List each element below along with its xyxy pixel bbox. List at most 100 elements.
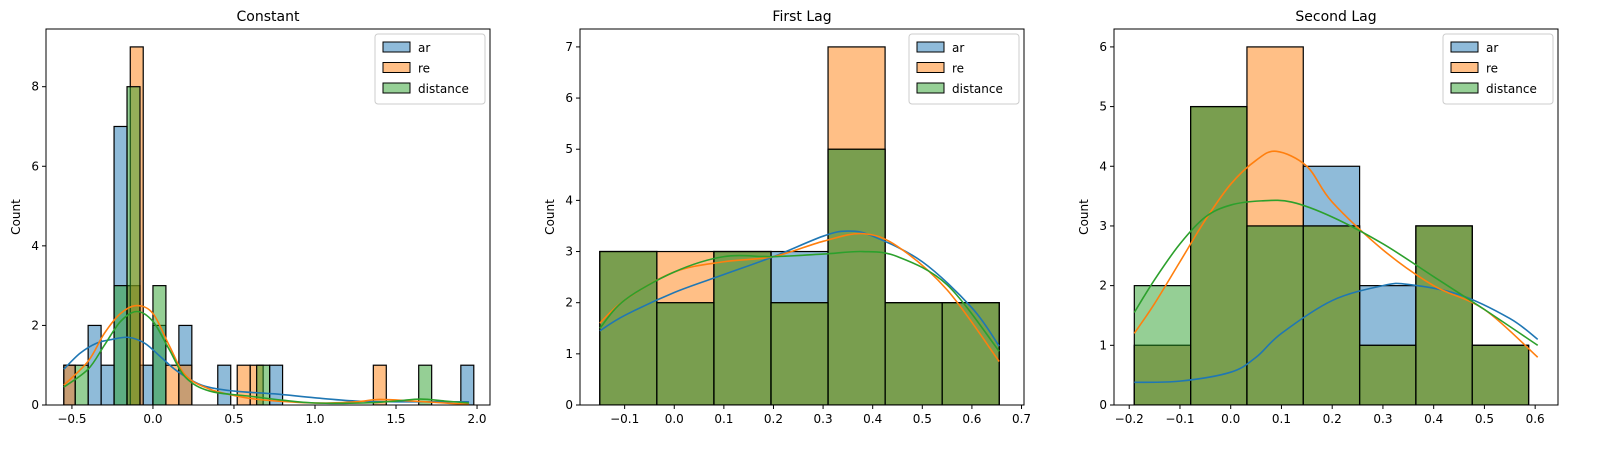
x-tick-label: 0.5	[224, 412, 243, 426]
x-tick-label: 0.7	[1012, 412, 1031, 426]
plot-area	[599, 46, 1000, 405]
kde-line-ar	[599, 230, 1000, 347]
bar-distance-4	[256, 364, 271, 405]
bar-ar-10	[460, 364, 475, 405]
x-tick-label: 1.0	[305, 412, 324, 426]
kde-line-distance	[599, 250, 1000, 352]
bar-distance-0	[599, 250, 658, 405]
legend-swatch-distance	[382, 82, 411, 94]
bar-distance-1	[113, 285, 128, 405]
x-tick-label: 0.4	[863, 412, 882, 426]
legend-swatch-re	[382, 62, 411, 73]
legend-swatch-distance	[916, 82, 945, 94]
bar-distance-1	[656, 302, 715, 405]
chart-title: Second Lag	[1295, 9, 1376, 25]
y-tick-label: 5	[565, 142, 573, 156]
y-tick-label: 3	[565, 245, 573, 259]
chart-title: Constant	[237, 9, 300, 25]
axes-frame	[1113, 28, 1559, 406]
x-tick-label: 0.2	[764, 412, 783, 426]
y-axis-label: Count	[1077, 199, 1091, 235]
subplot-1: −0.5 0.0 0.5 1.0 1.5 2.0 0 2 4 6 8 Constant Count ar r…	[9, 9, 491, 426]
y-axis-label: Count	[9, 199, 23, 235]
y-tick-label: 4	[31, 239, 39, 253]
legend-swatch-distance	[1450, 82, 1479, 94]
plot-area	[63, 46, 475, 405]
x-tick-label: −0.5	[57, 412, 86, 426]
x-tick-label: 0.3	[814, 412, 833, 426]
axes-frame	[579, 28, 1025, 406]
legend-swatch-ar	[916, 41, 945, 53]
legend: ar re distance	[374, 33, 486, 105]
kde-line-re	[63, 304, 469, 405]
y-tick-label: 4	[565, 193, 573, 207]
y-tick-label: 6	[1099, 40, 1107, 54]
y-tick-label: 8	[31, 80, 39, 94]
legend-label-distance: distance	[418, 82, 469, 96]
x-tick-label: −0.1	[1165, 412, 1194, 426]
bar-distance-5	[418, 364, 433, 405]
legend-label-distance: distance	[952, 82, 1003, 96]
bar-ar-2	[100, 364, 115, 405]
legend-label-distance: distance	[1486, 82, 1537, 96]
x-tick-label: 0.5	[1475, 412, 1494, 426]
y-axis-label: Count	[543, 199, 557, 235]
x-tick-label: 2.0	[467, 412, 486, 426]
bar-ar-8	[217, 364, 232, 405]
bar-distance-3	[152, 285, 167, 405]
x-tick-label: 0.0	[1221, 412, 1240, 426]
bar-re-7	[372, 364, 387, 405]
y-tick-label: 7	[565, 40, 573, 54]
y-tick-label: 5	[1099, 100, 1107, 114]
x-tick-label: 0.5	[913, 412, 932, 426]
bar-ar-1	[87, 324, 102, 405]
x-tick-label: 0.1	[1272, 412, 1291, 426]
bar-distance-3	[770, 302, 829, 405]
plot-area	[1133, 46, 1539, 405]
y-tick-label: 2	[1099, 279, 1107, 293]
legend-swatch-re	[916, 62, 945, 73]
x-tick-label: 1.5	[386, 412, 405, 426]
x-tick-label: 0.6	[1526, 412, 1545, 426]
bar-distance-4	[827, 148, 886, 405]
x-tick-label: 0.1	[714, 412, 733, 426]
y-tick-label: 0	[565, 398, 573, 412]
bar-distance-2	[126, 86, 141, 405]
y-tick-label: 0	[1099, 398, 1107, 412]
x-tick-label: 0.0	[665, 412, 684, 426]
bar-distance-2	[1246, 225, 1304, 405]
subplot-3: −0.2 −0.1 0.0 0.1 0.2 0.3 0.4 0.5 0.6 0 1 2 3 4 5 6 Seco…	[1077, 9, 1559, 426]
x-tick-label: 0.3	[1373, 412, 1392, 426]
x-tick-label: 0.0	[143, 412, 162, 426]
y-tick-label: 3	[1099, 219, 1107, 233]
legend-swatch-re	[1450, 62, 1479, 73]
kde-line-ar	[1134, 282, 1539, 384]
bar-re-5	[236, 364, 251, 405]
y-tick-label: 1	[565, 347, 573, 361]
legend-label-re: re	[1486, 62, 1498, 76]
kde-line-re	[1133, 150, 1539, 358]
legend: ar re distance	[1442, 33, 1554, 105]
chart-title: First Lag	[772, 9, 831, 25]
bar-distance-0	[74, 364, 89, 405]
subplot-2: −0.1 0.0 0.1 0.2 0.3 0.4 0.5 0.6 0.7 0 1 2 3 4 5 6 7 Firs…	[543, 9, 1031, 426]
y-tick-label: 6	[565, 91, 573, 105]
bar-distance-2	[713, 250, 772, 405]
bar-distance-1	[1190, 105, 1248, 405]
legend: ar re distance	[908, 33, 1020, 105]
x-tick-label: −0.1	[610, 412, 639, 426]
legend-label-re: re	[418, 62, 430, 76]
legend-label-re: re	[952, 62, 964, 76]
kde-line-distance	[63, 310, 469, 405]
bar-distance-3	[1302, 225, 1361, 405]
bar-distance-5	[884, 302, 943, 405]
legend-swatch-ar	[1450, 41, 1479, 53]
x-tick-label: 0.4	[1424, 412, 1443, 426]
y-tick-label: 0	[31, 398, 39, 412]
bar-distance-5	[1415, 225, 1473, 405]
kde-line-distance	[1133, 199, 1539, 346]
bar-distance-6	[1471, 344, 1530, 405]
bar-distance-4	[1358, 344, 1417, 405]
legend-label-ar: ar	[1486, 41, 1498, 55]
